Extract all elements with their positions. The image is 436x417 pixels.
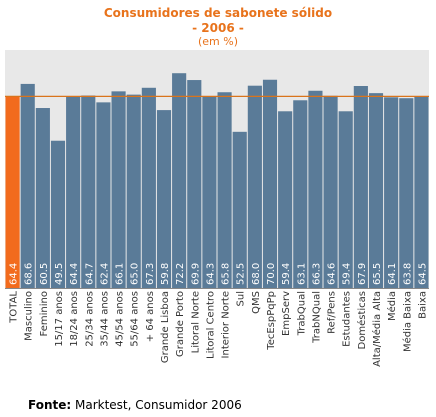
bar (323, 95, 338, 288)
bar (384, 97, 399, 289)
bar-value-label: 49.5 (54, 263, 65, 285)
bar (66, 96, 81, 288)
bar (414, 96, 429, 288)
bar-value-label: 59.8 (160, 263, 171, 285)
category-label: Grande Porto (175, 291, 186, 357)
bar (35, 108, 50, 288)
source-label: Fonte: (28, 398, 72, 412)
category-label: Litoral Centro (205, 291, 216, 359)
category-label: TOTAL (9, 291, 20, 324)
bar-value-label: 60.5 (39, 263, 50, 285)
bar-value-label: 70.0 (266, 263, 277, 285)
bar-value-label: 64.1 (387, 263, 398, 285)
category-label: Sul (236, 291, 247, 306)
category-label: Litoral Norte (190, 291, 201, 353)
bar-value-label: 64.4 (69, 263, 80, 285)
bar (278, 111, 293, 288)
category-label: 18/24 anos (69, 291, 80, 347)
category-label: + 64 anos (145, 291, 156, 342)
bar-value-label: 63.1 (296, 263, 307, 285)
category-label: Domésticas (356, 291, 368, 349)
category-label: Grande Lisboa (160, 291, 171, 363)
chart-title: Consumidores de sabonete sólido (103, 6, 333, 20)
bar-value-label: 68.0 (251, 263, 262, 285)
bar (50, 140, 66, 288)
bar (111, 91, 126, 288)
source-text: Marktest, Consumidor 2006 (75, 398, 242, 412)
category-label: Alta/Média Alta (371, 291, 383, 367)
category-label: Estudantes (342, 291, 353, 347)
unit-note: (em %) (197, 35, 238, 48)
category-label: TrabQual (296, 291, 307, 336)
category-label: Média (386, 291, 398, 321)
category-label: Média Baixa (401, 291, 413, 352)
bar-value-label: 68.6 (24, 263, 35, 285)
category-label: TrabNQual (311, 291, 322, 344)
bar (141, 87, 156, 288)
bar (247, 85, 262, 288)
bar (262, 79, 278, 288)
category-label: Feminino (39, 291, 50, 336)
bar (5, 96, 20, 288)
bar-value-label: 65.0 (130, 263, 141, 285)
bar-value-label: 59.4 (281, 263, 292, 285)
source-note: Fonte: Marktest, Consumidor 2006 (28, 398, 242, 412)
bar-value-label: 69.9 (190, 263, 201, 285)
bar-value-label: 64.3 (205, 263, 216, 285)
category-label: Masculino (24, 291, 35, 341)
category-label: Ref/Pens (327, 291, 338, 334)
category-label: 15/17 anos (54, 291, 65, 347)
bar (96, 102, 111, 288)
category-label: EmpServ (281, 291, 292, 336)
bar-value-label: 64.4 (9, 263, 20, 285)
bar-value-label: 64.7 (84, 263, 95, 285)
bar (368, 93, 384, 288)
bar-value-label: 64.5 (417, 263, 428, 285)
bar (187, 80, 202, 288)
bar (293, 100, 308, 288)
bar (338, 111, 353, 288)
chart-subtitle: - 2006 - (192, 21, 244, 35)
category-label: TecEspPqPp (266, 291, 277, 351)
bar-value-label: 65.5 (372, 263, 383, 285)
bar (399, 98, 414, 288)
category-label: 25/34 anos (84, 291, 95, 347)
category-label: 55/64 anos (130, 291, 141, 347)
bar-value-label: 63.8 (402, 263, 413, 285)
bar-value-label: 59.4 (342, 263, 353, 285)
bar (172, 73, 187, 288)
bar-value-label: 66.3 (311, 263, 322, 285)
bar-value-label: 67.9 (357, 263, 368, 285)
category-label: QMS (251, 291, 262, 314)
category-label: 45/54 anos (115, 291, 126, 347)
bar (126, 94, 141, 288)
category-label: Interior Norte (221, 291, 232, 358)
bar (232, 131, 247, 288)
bar (20, 83, 35, 288)
bar-value-label: 52.5 (236, 263, 247, 285)
bar (353, 85, 368, 288)
bar-value-label: 64.6 (327, 263, 338, 285)
bar (156, 110, 172, 288)
bar-value-label: 66.1 (115, 263, 126, 285)
bar (202, 96, 217, 289)
bar-value-label: 72.2 (175, 263, 186, 285)
bar (81, 95, 96, 288)
bar-value-label: 67.3 (145, 263, 156, 285)
category-label: 35/44 anos (99, 291, 110, 347)
bar (217, 92, 232, 289)
bar (308, 90, 323, 288)
category-label: Baixa (417, 291, 428, 319)
bar-value-label: 62.4 (99, 263, 110, 285)
bar-value-label: 65.8 (221, 263, 232, 285)
